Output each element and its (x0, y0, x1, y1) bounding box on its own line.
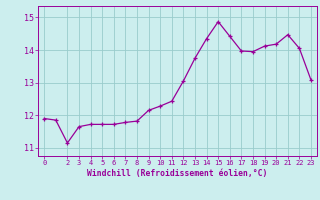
X-axis label: Windchill (Refroidissement éolien,°C): Windchill (Refroidissement éolien,°C) (87, 169, 268, 178)
